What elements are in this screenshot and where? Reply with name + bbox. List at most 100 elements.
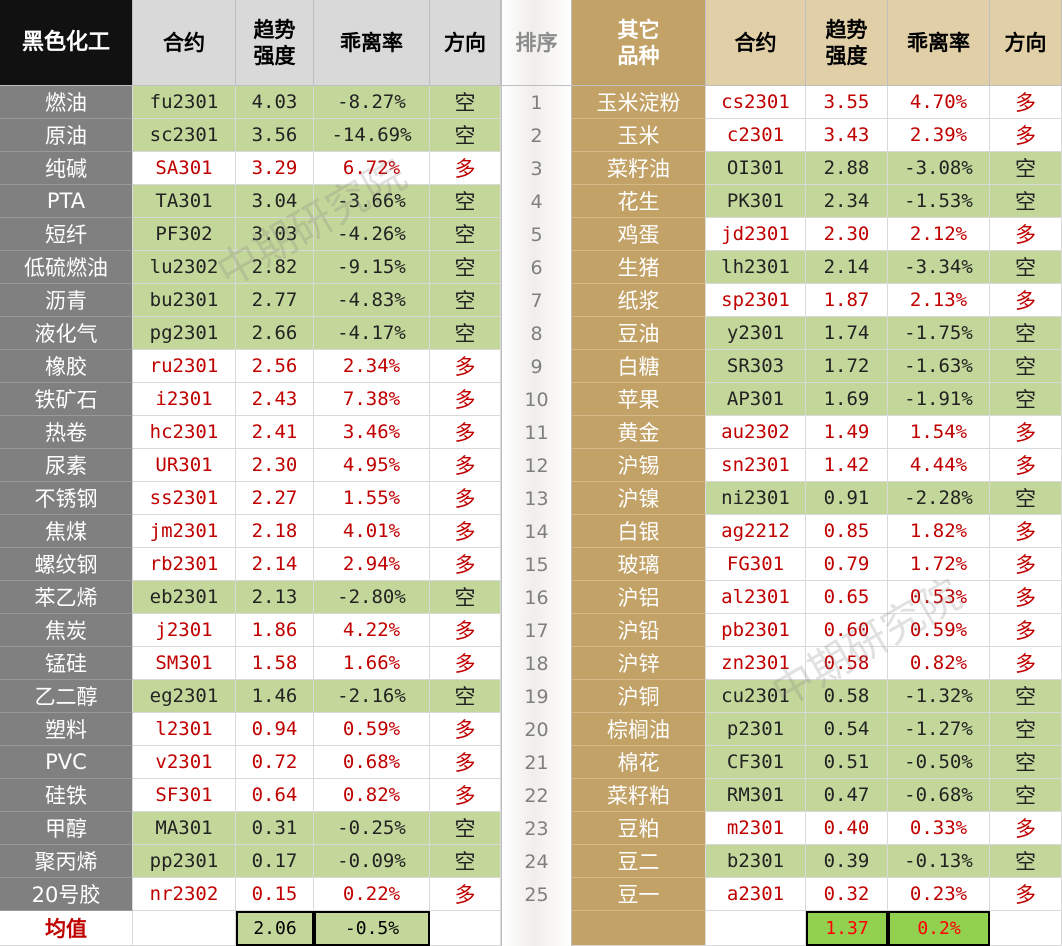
direction-cell: 多 <box>990 812 1062 845</box>
deviation-cell: -1.32% <box>888 680 990 713</box>
strength-cell: 3.56 <box>236 119 314 152</box>
strength-cell: 1.86 <box>236 614 314 647</box>
contract-cell: al2301 <box>706 581 806 614</box>
contract-cell: fu2301 <box>133 86 236 119</box>
contract-cell: l2301 <box>133 713 236 746</box>
contract-cell: RM301 <box>706 779 806 812</box>
left-name-cell: 纯碱 <box>0 152 133 185</box>
rank-header: 排序 <box>501 0 572 86</box>
left-name-cell: 螺纹钢 <box>0 548 133 581</box>
strength-header-line: 强度 <box>253 43 296 68</box>
direction-cell: 多 <box>430 416 501 449</box>
contract-cell: pp2301 <box>133 845 236 878</box>
contract-cell: jm2301 <box>133 515 236 548</box>
contract-cell: cs2301 <box>706 86 806 119</box>
right-name-cell: 黄金 <box>572 416 706 449</box>
direction-cell: 空 <box>990 713 1062 746</box>
strength-cell: 0.39 <box>806 845 888 878</box>
left-strength-average: 2.06 <box>236 911 314 946</box>
strength-cell: 0.40 <box>806 812 888 845</box>
left-name-cell: 沥青 <box>0 284 133 317</box>
right-name-cell: 沪铅 <box>572 614 706 647</box>
deviation-cell: -3.08% <box>888 152 990 185</box>
strength-cell: 1.42 <box>806 449 888 482</box>
left-name-cell: 焦炭 <box>0 614 133 647</box>
direction-cell: 多 <box>990 581 1062 614</box>
direction-cell: 多 <box>430 713 501 746</box>
deviation-header: 乖离率 <box>888 0 990 86</box>
deviation-cell: -2.16% <box>314 680 430 713</box>
right-name-cell: 纸浆 <box>572 284 706 317</box>
right-name-cell: 豆粕 <box>572 812 706 845</box>
direction-cell: 多 <box>430 152 501 185</box>
strength-cell: 2.34 <box>806 185 888 218</box>
right-name-cell: 鸡蛋 <box>572 218 706 251</box>
direction-cell: 多 <box>430 449 501 482</box>
contract-header-line: 合约 <box>163 30 205 55</box>
deviation-cell: -3.66% <box>314 185 430 218</box>
deviation-cell: 7.38% <box>314 383 430 416</box>
strength-cell: 3.29 <box>236 152 314 185</box>
rank-cell: 16 <box>524 586 549 609</box>
right-category-header-line: 其它 <box>617 17 660 42</box>
contract-cell: SA301 <box>133 152 236 185</box>
direction-cell: 空 <box>430 185 501 218</box>
deviation-cell: 4.01% <box>314 515 430 548</box>
contract-cell: zn2301 <box>706 647 806 680</box>
strength-cell: 2.43 <box>236 383 314 416</box>
left-name-cell: PTA <box>0 185 133 218</box>
strength-cell: 3.55 <box>806 86 888 119</box>
rank-cell: 23 <box>524 817 549 840</box>
deviation-cell: 0.68% <box>314 746 430 779</box>
contract-cell: cu2301 <box>706 680 806 713</box>
deviation-cell: 4.95% <box>314 449 430 482</box>
left-name-cell: 短纤 <box>0 218 133 251</box>
deviation-cell: -2.28% <box>888 482 990 515</box>
direction-header-line: 方向 <box>444 30 486 55</box>
right-name-cell: 玉米淀粉 <box>572 86 706 119</box>
left-name-cell: PVC <box>0 746 133 779</box>
left-name-cell: 热卷 <box>0 416 133 449</box>
deviation-cell: 3.46% <box>314 416 430 449</box>
deviation-cell: 6.72% <box>314 152 430 185</box>
contract-cell: bu2301 <box>133 284 236 317</box>
right-name-cell: 沪锌 <box>572 647 706 680</box>
strength-cell: 0.94 <box>236 713 314 746</box>
deviation-cell: -0.50% <box>888 746 990 779</box>
strength-cell: 0.58 <box>806 680 888 713</box>
contract-cell: AP301 <box>706 383 806 416</box>
rank-cell: 25 <box>524 883 549 906</box>
deviation-cell: 1.72% <box>888 548 990 581</box>
contract-cell: au2302 <box>706 416 806 449</box>
direction-cell: 多 <box>990 614 1062 647</box>
strength-cell: 0.58 <box>806 647 888 680</box>
strength-header-line: 强度 <box>825 43 868 68</box>
contract-cell: sc2301 <box>133 119 236 152</box>
direction-cell: 空 <box>990 383 1062 416</box>
rank-cell: 14 <box>524 520 549 543</box>
contract-cell: UR301 <box>133 449 236 482</box>
rank-cell: 4 <box>530 190 543 213</box>
rank-column-background <box>501 0 572 946</box>
strength-cell: 0.15 <box>236 878 314 911</box>
left-deviation-average: -0.5% <box>314 911 430 946</box>
direction-cell: 空 <box>430 119 501 152</box>
direction-cell: 多 <box>430 878 501 911</box>
left-name-cell: 不锈钢 <box>0 482 133 515</box>
direction-cell: 空 <box>430 317 501 350</box>
deviation-cell: -3.34% <box>888 251 990 284</box>
right-name-cell: 沪铜 <box>572 680 706 713</box>
rank-cell: 21 <box>524 751 549 774</box>
strength-cell: 3.43 <box>806 119 888 152</box>
right-name-cell: 玻璃 <box>572 548 706 581</box>
rank-cell: 9 <box>530 355 543 378</box>
deviation-cell: -14.69% <box>314 119 430 152</box>
direction-cell: 多 <box>430 647 501 680</box>
strength-cell: 0.72 <box>236 746 314 779</box>
strength-cell: 0.60 <box>806 614 888 647</box>
deviation-cell: 0.82% <box>888 647 990 680</box>
contract-cell: ru2301 <box>133 350 236 383</box>
contract-cell: lu2302 <box>133 251 236 284</box>
contract-cell: ss2301 <box>133 482 236 515</box>
